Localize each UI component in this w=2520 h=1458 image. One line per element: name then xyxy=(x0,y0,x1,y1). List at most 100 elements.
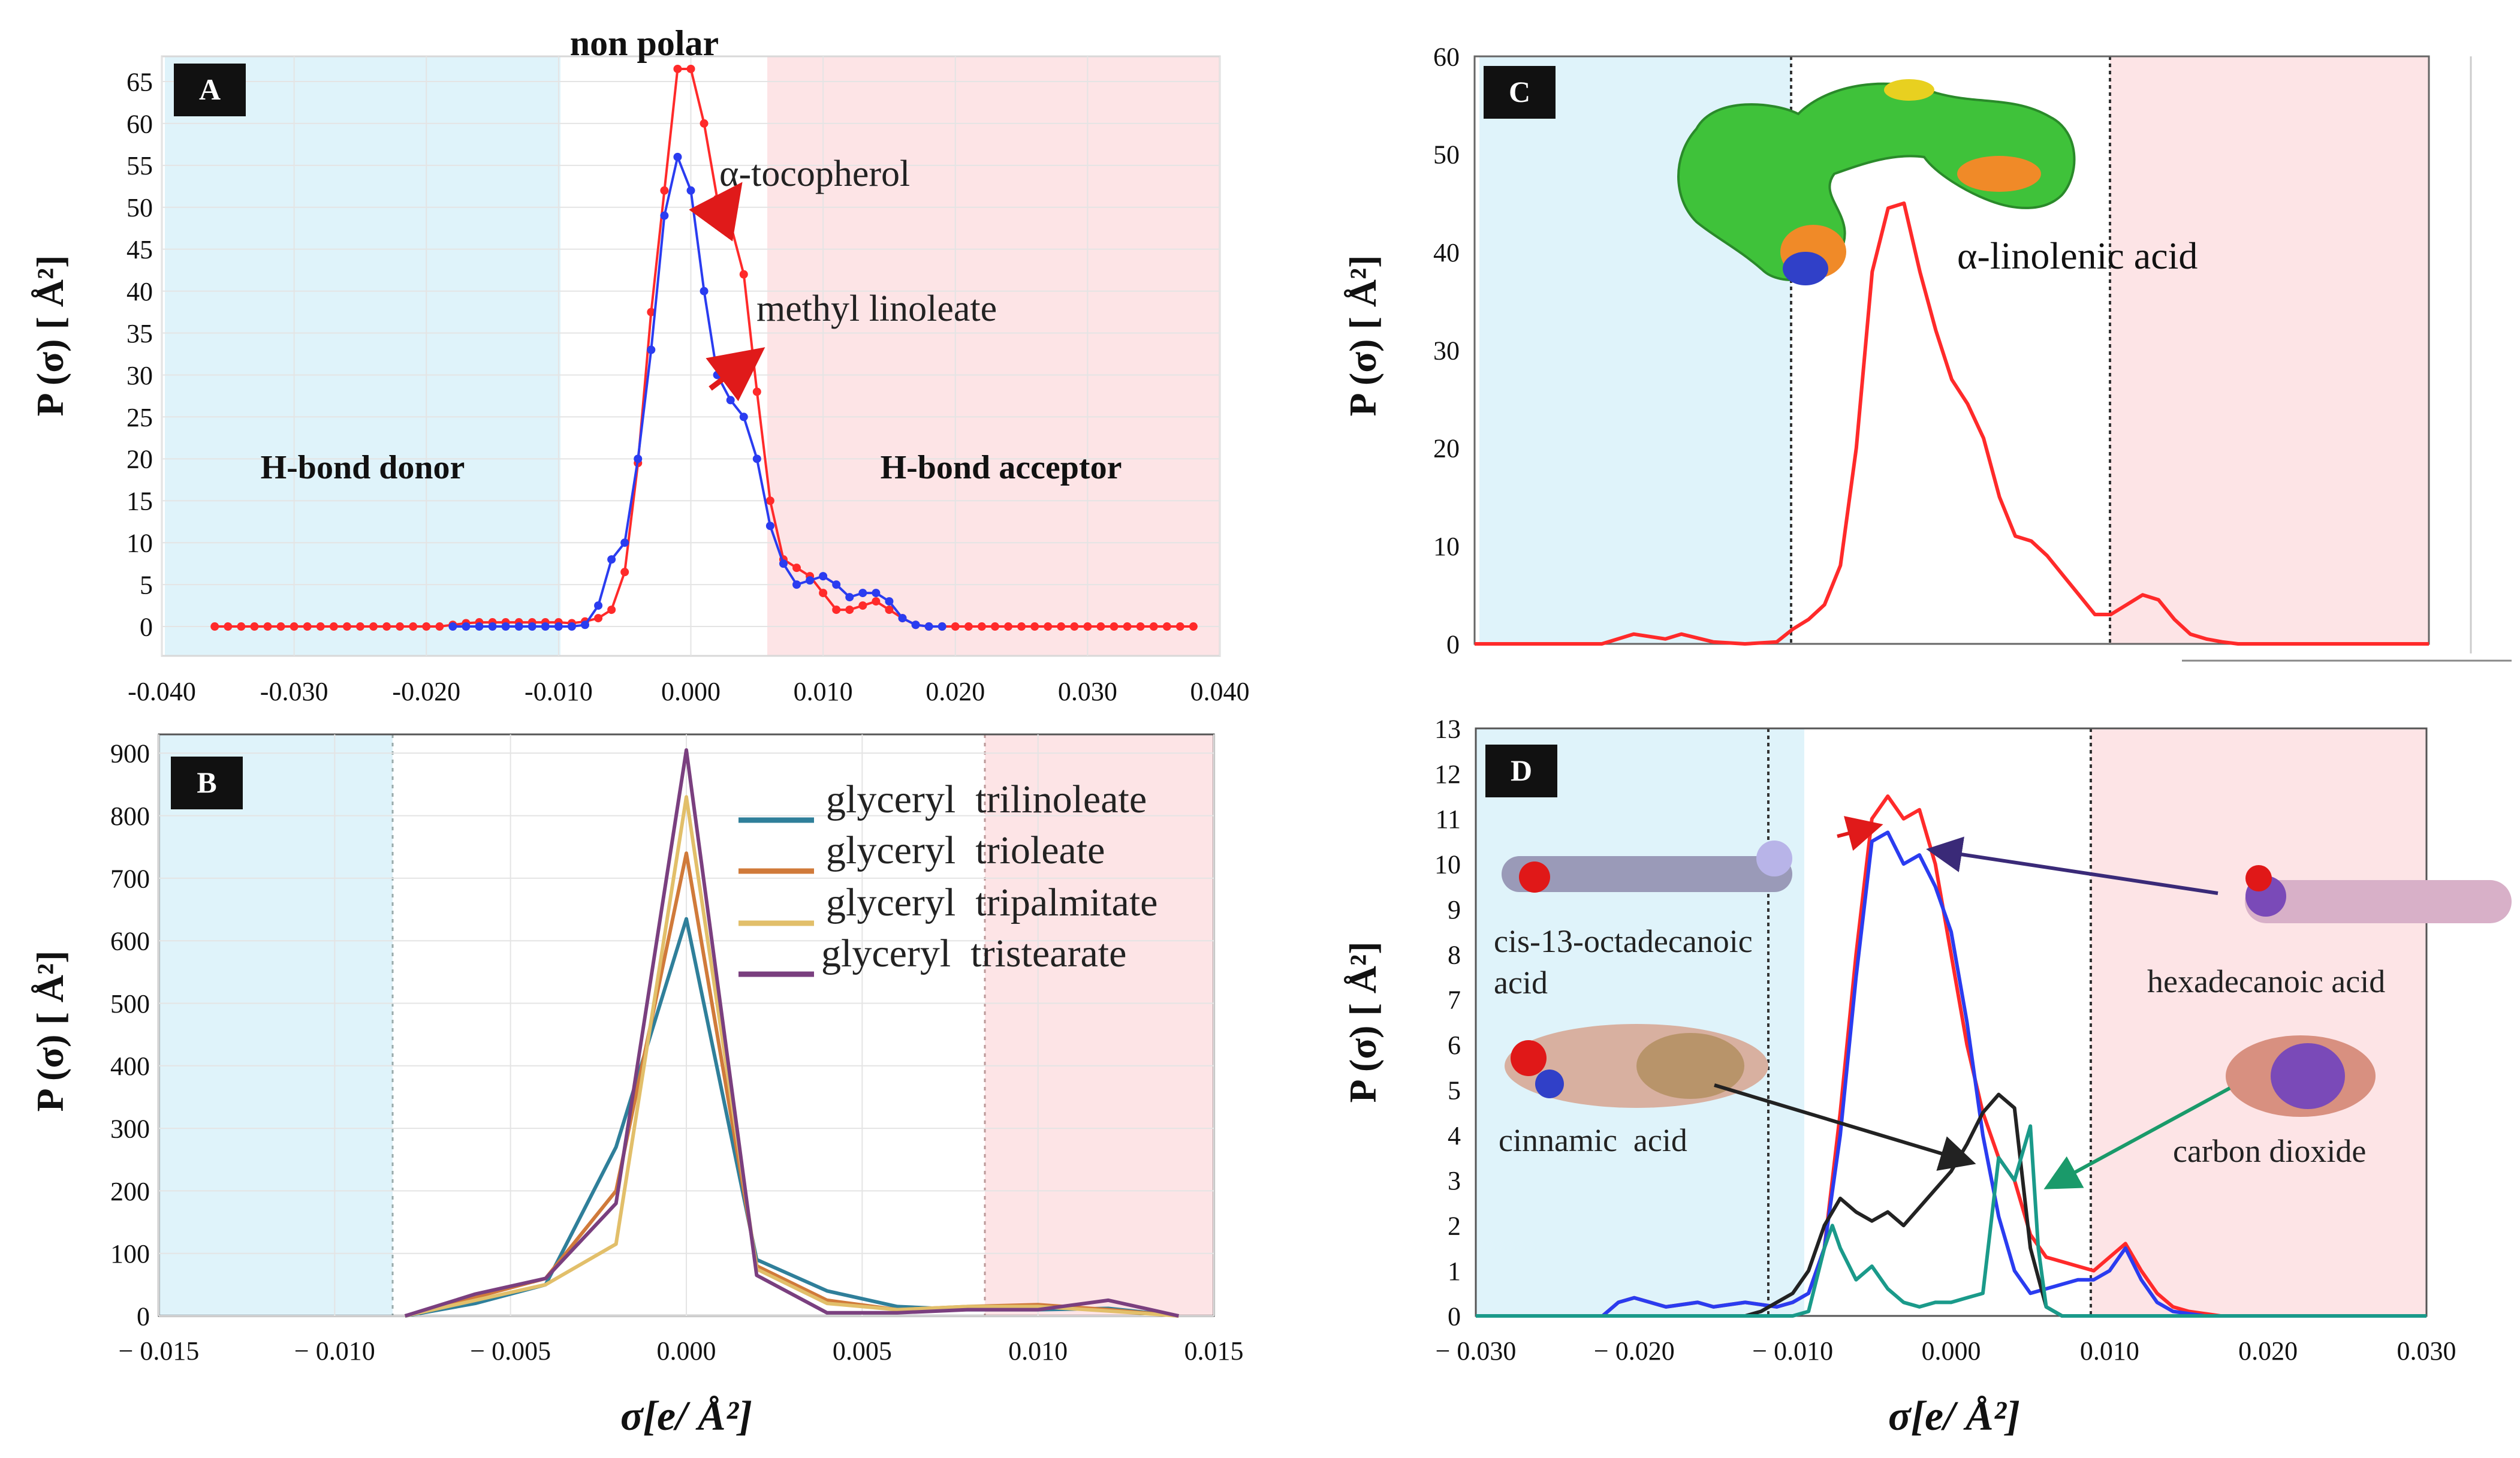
data-point xyxy=(620,568,629,577)
y-tick-label: 40 xyxy=(126,277,153,306)
data-point xyxy=(514,622,523,631)
data-point xyxy=(369,622,378,631)
data-point xyxy=(752,387,761,396)
y-tick-label: 800 xyxy=(110,802,150,831)
x-tick-label: − 0.020 xyxy=(1594,1336,1675,1366)
x-tick-label: 0.005 xyxy=(833,1336,892,1366)
plot-frame xyxy=(1475,727,2428,1317)
data-point xyxy=(911,620,920,629)
data-point xyxy=(885,597,894,606)
panel-label: D xyxy=(1511,754,1532,787)
y-tick-label: 13 xyxy=(1434,714,1461,743)
molecule-chain xyxy=(2245,880,2512,923)
data-point xyxy=(607,555,616,564)
data-point xyxy=(527,622,536,631)
data-point xyxy=(647,345,656,354)
molecule-tail xyxy=(1756,841,1792,876)
data-point xyxy=(554,622,563,631)
y-tick-label: 8 xyxy=(1448,940,1461,969)
molecule-blue-end xyxy=(1783,252,1828,285)
x-tick-label: 0.000 xyxy=(657,1336,716,1366)
x-axis-label: σ[e/ Å²] xyxy=(1888,1393,2020,1439)
panel-label-box xyxy=(171,757,243,809)
region-label-center: non polar xyxy=(570,23,719,63)
molecule-blue-atom xyxy=(1535,1070,1564,1098)
x-tick-label: − 0.005 xyxy=(470,1336,551,1366)
y-tick-label: 30 xyxy=(1433,336,1460,365)
y-tick-label: 4 xyxy=(1448,1121,1461,1150)
donor-region xyxy=(165,56,560,656)
data-point xyxy=(806,576,815,585)
series-group xyxy=(1475,201,2429,646)
data-point xyxy=(765,522,774,531)
data-point xyxy=(290,622,299,631)
data-point xyxy=(885,606,894,614)
legend-label-tripalmitate: glyceryl tripalmitate xyxy=(826,881,1157,924)
y-tick-label: 9 xyxy=(1448,895,1461,924)
data-point xyxy=(210,622,219,631)
x-tick-label: − 0.030 xyxy=(1436,1336,1517,1366)
molecule-red-atom xyxy=(1511,1040,1547,1076)
series-group xyxy=(1476,794,2426,1318)
data-point xyxy=(237,622,246,631)
y-tick-label: 50 xyxy=(1433,140,1460,170)
data-point xyxy=(1017,622,1026,631)
data-point xyxy=(1004,622,1012,631)
molecule-ring xyxy=(1636,1033,1744,1099)
legend-label-tristearate: glyceryl tristearate xyxy=(821,932,1126,975)
data-point xyxy=(355,622,364,631)
data-point xyxy=(1123,622,1132,631)
molecule-label-cinnamic: cinnamic acid xyxy=(1499,1122,1687,1158)
acceptor-region xyxy=(2091,728,2426,1316)
series-line-carbon-dioxide xyxy=(1476,1124,2426,1318)
data-point xyxy=(686,186,695,195)
data-point xyxy=(501,622,510,631)
y-tick-label: 40 xyxy=(1433,238,1460,267)
data-point xyxy=(488,622,497,631)
y-tick-label: 0 xyxy=(1446,629,1460,659)
x-tick-labels: − 0.030 − 0.020 − 0.010 0.000 0.010 0.020 0.03… xyxy=(1436,1336,2456,1366)
molecule-label-hexadecanoic: hexadecanoic acid xyxy=(2147,963,2385,999)
arrow-to-red-peak xyxy=(1837,816,1883,851)
series-line-glyceryl-tristearate xyxy=(404,748,1179,1318)
panel-label: C xyxy=(1509,75,1530,109)
data-point xyxy=(673,64,682,73)
y-tick-label: 25 xyxy=(126,403,153,432)
data-point xyxy=(872,597,881,606)
y-tick-label: 3 xyxy=(1448,1166,1461,1195)
molecule-surface xyxy=(1677,82,2076,281)
y-tick-label: 35 xyxy=(126,319,153,348)
data-point xyxy=(382,622,391,631)
y-tick-label: 10 xyxy=(1433,532,1460,561)
y-tick-label: 7 xyxy=(1448,986,1461,1015)
data-point xyxy=(700,287,709,296)
data-point xyxy=(647,308,656,317)
data-point xyxy=(832,580,841,589)
data-point xyxy=(660,186,669,195)
y-tick-labels: 0 10 20 30 40 50 60 xyxy=(1433,42,1460,659)
data-point xyxy=(819,572,828,581)
data-point xyxy=(594,614,603,623)
data-point xyxy=(1083,622,1092,631)
series-group xyxy=(210,64,1198,631)
donor-region xyxy=(1476,728,1804,1316)
data-point xyxy=(858,601,867,610)
x-tick-label: 0.000 xyxy=(1922,1336,1981,1366)
data-point xyxy=(858,589,867,598)
data-point xyxy=(1070,622,1079,631)
x-tick-label: 0.010 xyxy=(1008,1336,1068,1366)
data-point xyxy=(686,64,695,73)
y-tick-label: 10 xyxy=(1434,850,1461,879)
data-point xyxy=(409,622,418,631)
data-point xyxy=(316,622,325,631)
data-point xyxy=(276,622,285,631)
y-tick-label: 5 xyxy=(140,571,153,600)
x-tick-label: 0.020 xyxy=(926,677,985,706)
arrow-carbon-dioxide xyxy=(2043,1086,2231,1189)
y-tick-label: 900 xyxy=(110,739,150,769)
series-group xyxy=(404,748,1179,1318)
data-point xyxy=(1044,622,1053,631)
